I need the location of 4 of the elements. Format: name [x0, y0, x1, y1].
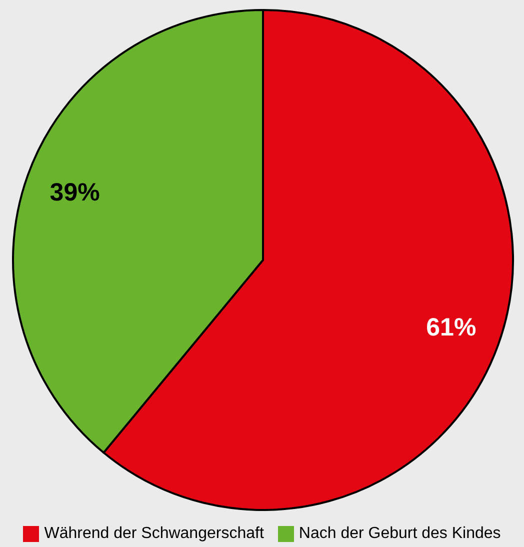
- slice-label: Während der Schwangerschaft: [44, 525, 264, 543]
- legend-label: Nach der Geburt des Kindes: [298, 525, 501, 543]
- data-label: 61%: [426, 314, 476, 342]
- data-label: 39%: [50, 178, 100, 206]
